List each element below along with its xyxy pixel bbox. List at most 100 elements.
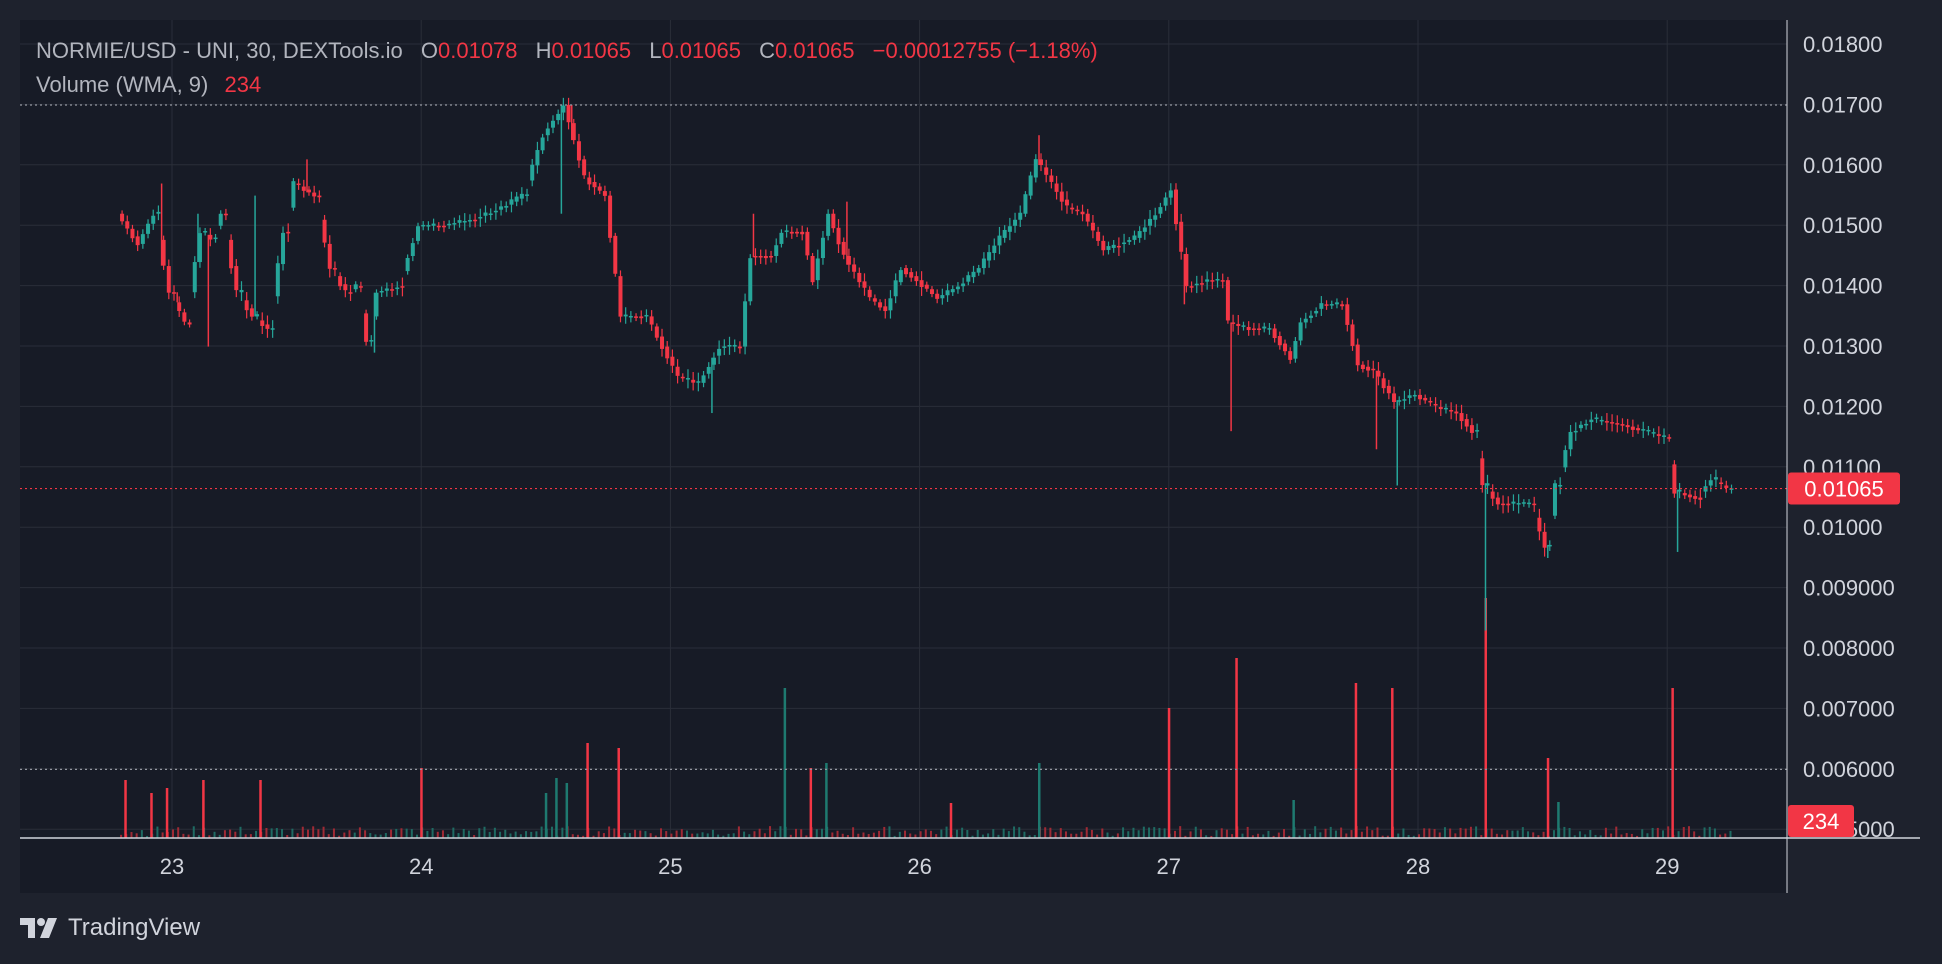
candle-body xyxy=(364,313,369,342)
candle-body xyxy=(1340,304,1345,307)
volume-bar xyxy=(353,832,356,838)
candle-body xyxy=(499,206,504,210)
candle-body xyxy=(820,237,825,259)
volume-bar xyxy=(436,831,439,838)
candle-body xyxy=(390,289,395,291)
candle-body xyxy=(1630,426,1635,430)
candle-body xyxy=(1506,503,1511,506)
candle-body xyxy=(935,293,940,299)
volume-bar xyxy=(602,833,605,838)
volume-bar xyxy=(1464,828,1467,838)
volume-bar xyxy=(525,831,528,838)
candle-body xyxy=(774,245,779,256)
candle-body xyxy=(1002,229,1007,238)
volume-bar xyxy=(281,829,284,838)
price-tick-label: 0.008000 xyxy=(1803,636,1895,661)
volume-bar xyxy=(1713,828,1716,838)
volume-bar xyxy=(327,834,330,838)
volume-bar xyxy=(940,829,943,838)
candle-body xyxy=(312,192,317,197)
volume-bar xyxy=(1506,830,1509,838)
candle-body xyxy=(867,289,872,298)
volume-bar xyxy=(639,830,642,838)
candle-body xyxy=(888,298,893,311)
candle-body xyxy=(753,256,758,258)
candle-body xyxy=(649,316,654,325)
candle-body xyxy=(914,276,919,282)
volume-bar xyxy=(945,826,948,838)
tradingview-brand[interactable]: TradingView xyxy=(20,914,200,942)
volume-bar xyxy=(1501,834,1504,838)
last-price-badge-label: 0.01065 xyxy=(1804,477,1884,502)
candle-body xyxy=(1225,280,1230,321)
price-axis[interactable]: 0.01800 0.01700 0.01600 0.01500 0.01400 0.013… xyxy=(1786,20,1895,893)
candle-body xyxy=(1236,323,1241,326)
candle-body xyxy=(1018,212,1023,220)
candle-body xyxy=(1449,410,1454,412)
volume-bar xyxy=(1283,829,1286,838)
candle-body xyxy=(1272,328,1277,339)
volume-bar xyxy=(322,826,325,838)
plot-area[interactable] xyxy=(20,20,1787,893)
candle-body xyxy=(1589,419,1594,423)
volume-bar xyxy=(1552,830,1555,838)
candle-body xyxy=(353,284,358,290)
volume-bar xyxy=(1090,829,1093,838)
volume-bar xyxy=(1319,832,1322,838)
volume-bar xyxy=(213,831,216,838)
candle-body xyxy=(1054,183,1059,192)
volume-bar xyxy=(1116,833,1119,838)
candle-body xyxy=(1334,302,1339,305)
volume-bar xyxy=(613,828,616,838)
volume-bar xyxy=(208,835,211,838)
candle-body xyxy=(737,346,742,349)
volume-bar xyxy=(919,831,922,838)
volume-bar xyxy=(805,835,808,838)
volume-bar xyxy=(997,834,1000,838)
volume-bar xyxy=(898,831,901,838)
symbol-title[interactable]: NORMIE/USD - UNI, 30, DEXTools.io xyxy=(36,38,403,63)
volume-bar xyxy=(265,827,268,838)
volume-bar xyxy=(369,833,372,838)
volume-bar xyxy=(312,826,315,838)
candles xyxy=(120,97,1734,631)
candle-body xyxy=(722,346,727,348)
close-label: C xyxy=(759,38,775,63)
candle-body xyxy=(732,344,737,347)
candle-body xyxy=(639,316,644,319)
volume-spike xyxy=(617,748,620,838)
time-tick-label: 27 xyxy=(1157,854,1181,879)
volume-bar xyxy=(1225,829,1228,838)
candle-body xyxy=(1345,304,1350,325)
volume-bar xyxy=(883,826,886,838)
volume-spike xyxy=(1354,683,1358,838)
candle-body xyxy=(550,120,555,128)
candle-body xyxy=(535,150,540,166)
volume-bar xyxy=(831,832,834,838)
candle-body xyxy=(763,256,768,259)
candle-body xyxy=(441,225,446,228)
candle-body xyxy=(634,316,639,318)
time-axis[interactable]: 23 24 25 26 27 28 29 xyxy=(20,837,1920,879)
candle-body xyxy=(826,213,831,236)
candle-body xyxy=(504,205,509,208)
volume-bar xyxy=(1527,831,1530,838)
candle-body xyxy=(701,375,706,383)
candle-body xyxy=(213,237,218,240)
candle-body xyxy=(1532,503,1537,506)
volume-bar xyxy=(1277,832,1280,838)
candle-body xyxy=(1412,394,1417,397)
volume-bar xyxy=(441,830,444,838)
volume-bar xyxy=(1495,833,1498,838)
price-tick-label: 0.01400 xyxy=(1803,274,1883,299)
candle-body xyxy=(1713,477,1718,480)
volume-bar xyxy=(929,830,932,838)
candle-body xyxy=(1153,215,1158,220)
volume-bar xyxy=(592,835,595,838)
volume-bar xyxy=(987,833,990,838)
candle-body xyxy=(1620,424,1625,426)
volume-spike xyxy=(565,783,569,838)
volume-label[interactable]: Volume (WMA, 9) xyxy=(36,72,209,97)
candle-body xyxy=(680,376,685,379)
